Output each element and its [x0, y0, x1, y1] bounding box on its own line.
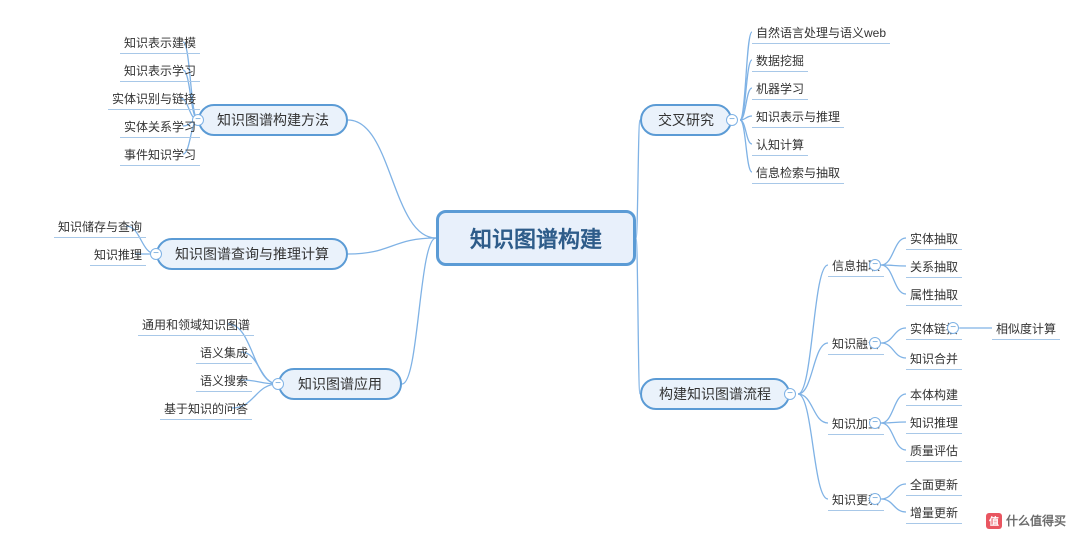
leaf: 本体构建 [906, 384, 962, 406]
branch-apps[interactable]: 知识图谱应用 [278, 368, 402, 400]
leaf: 知识合并 [906, 348, 962, 370]
root-node[interactable]: 知识图谱构建 [436, 210, 636, 266]
leaf: 通用和领域知识图谱 [138, 314, 254, 336]
leaf: 事件知识学习 [120, 144, 200, 166]
watermark: 值 什么值得买 [986, 512, 1066, 529]
leaf: 语义搜索 [196, 370, 252, 392]
leaf: 信息检索与抽取 [752, 162, 844, 184]
leaf: 知识表示建模 [120, 32, 200, 54]
leaf: 知识表示与推理 [752, 106, 844, 128]
leaf: 实体抽取 [906, 228, 962, 250]
leaf: 数据挖掘 [752, 50, 808, 72]
leaf: 认知计算 [752, 134, 808, 156]
leaf: 知识推理 [906, 412, 962, 434]
toggle-icon[interactable]: − [784, 388, 796, 400]
branch-methods[interactable]: 知识图谱构建方法 [198, 104, 348, 136]
leaf: 增量更新 [906, 502, 962, 524]
watermark-logo-icon: 值 [986, 513, 1002, 529]
leaf: 实体关系学习 [120, 116, 200, 138]
branch-cross[interactable]: 交叉研究 [640, 104, 732, 136]
leaf: 知识储存与查询 [54, 216, 146, 238]
leaf: 关系抽取 [906, 256, 962, 278]
toggle-icon[interactable]: − [726, 114, 738, 126]
leaf: 质量评估 [906, 440, 962, 462]
leaf: 知识推理 [90, 244, 146, 266]
leaf: 机器学习 [752, 78, 808, 100]
toggle-icon[interactable]: − [272, 378, 284, 390]
leaf: 全面更新 [906, 474, 962, 496]
leaf: 知识表示学习 [120, 60, 200, 82]
branch-process[interactable]: 构建知识图谱流程 [640, 378, 790, 410]
leaf: 自然语言处理与语义web [752, 22, 890, 44]
leaf: 属性抽取 [906, 284, 962, 306]
watermark-text: 什么值得买 [1006, 512, 1066, 529]
leaf: 相似度计算 [992, 318, 1060, 340]
branch-query[interactable]: 知识图谱查询与推理计算 [156, 238, 348, 270]
leaf: 语义集成 [196, 342, 252, 364]
leaf: 基于知识的问答 [160, 398, 252, 420]
toggle-icon[interactable]: − [150, 248, 162, 260]
leaf: 实体识别与链接 [108, 88, 200, 110]
